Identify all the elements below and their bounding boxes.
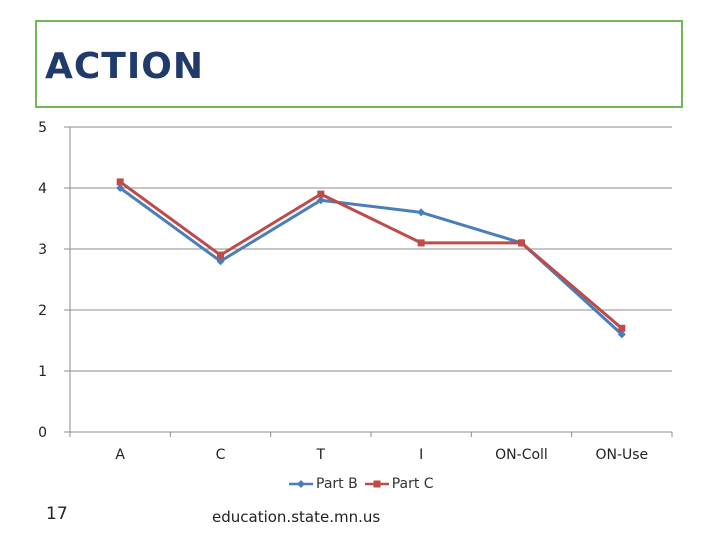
data-point [518,239,525,247]
data-point [618,324,626,332]
y-tick-label: 5 [38,120,47,136]
chart-legend: Part B Part C [288,476,440,492]
data-point [217,251,224,259]
series-line-part-b [119,186,623,336]
x-tick-label: A [115,447,125,463]
title-box: ACTION [35,20,683,108]
y-tick-label: 0 [38,425,47,441]
legend-label-part-b: Part B [316,476,358,492]
data-point [116,178,124,186]
legend-swatch-part-c [364,480,389,488]
y-tick-label: 1 [38,364,47,380]
footer-url: education.state.mn.us [212,508,381,526]
data-point [316,196,325,205]
slide-number: 17 [46,504,68,524]
legend-swatch-part-b [289,480,313,488]
data-point [617,330,626,339]
data-point [417,239,425,247]
slide-title: ACTION [45,46,204,87]
y-tick-label: 4 [38,181,47,197]
data-point [417,208,426,217]
legend-label-part-c: Part C [391,476,434,492]
legend-item-part-c: Part C [364,476,434,492]
legend-item-part-b: Part B [288,476,358,492]
x-tick-label: I [419,447,423,463]
data-point [116,184,125,192]
x-tick-label: ON-Use [595,447,648,463]
y-tick-label: 2 [38,303,47,319]
data-point [317,190,325,198]
x-tick-label: T [316,447,326,463]
data-point [216,257,225,266]
x-tick-label: C [216,447,226,463]
y-tick-label: 3 [38,242,47,258]
series-line-part-c [119,180,623,330]
x-tick-label: ON-Coll [495,447,548,463]
